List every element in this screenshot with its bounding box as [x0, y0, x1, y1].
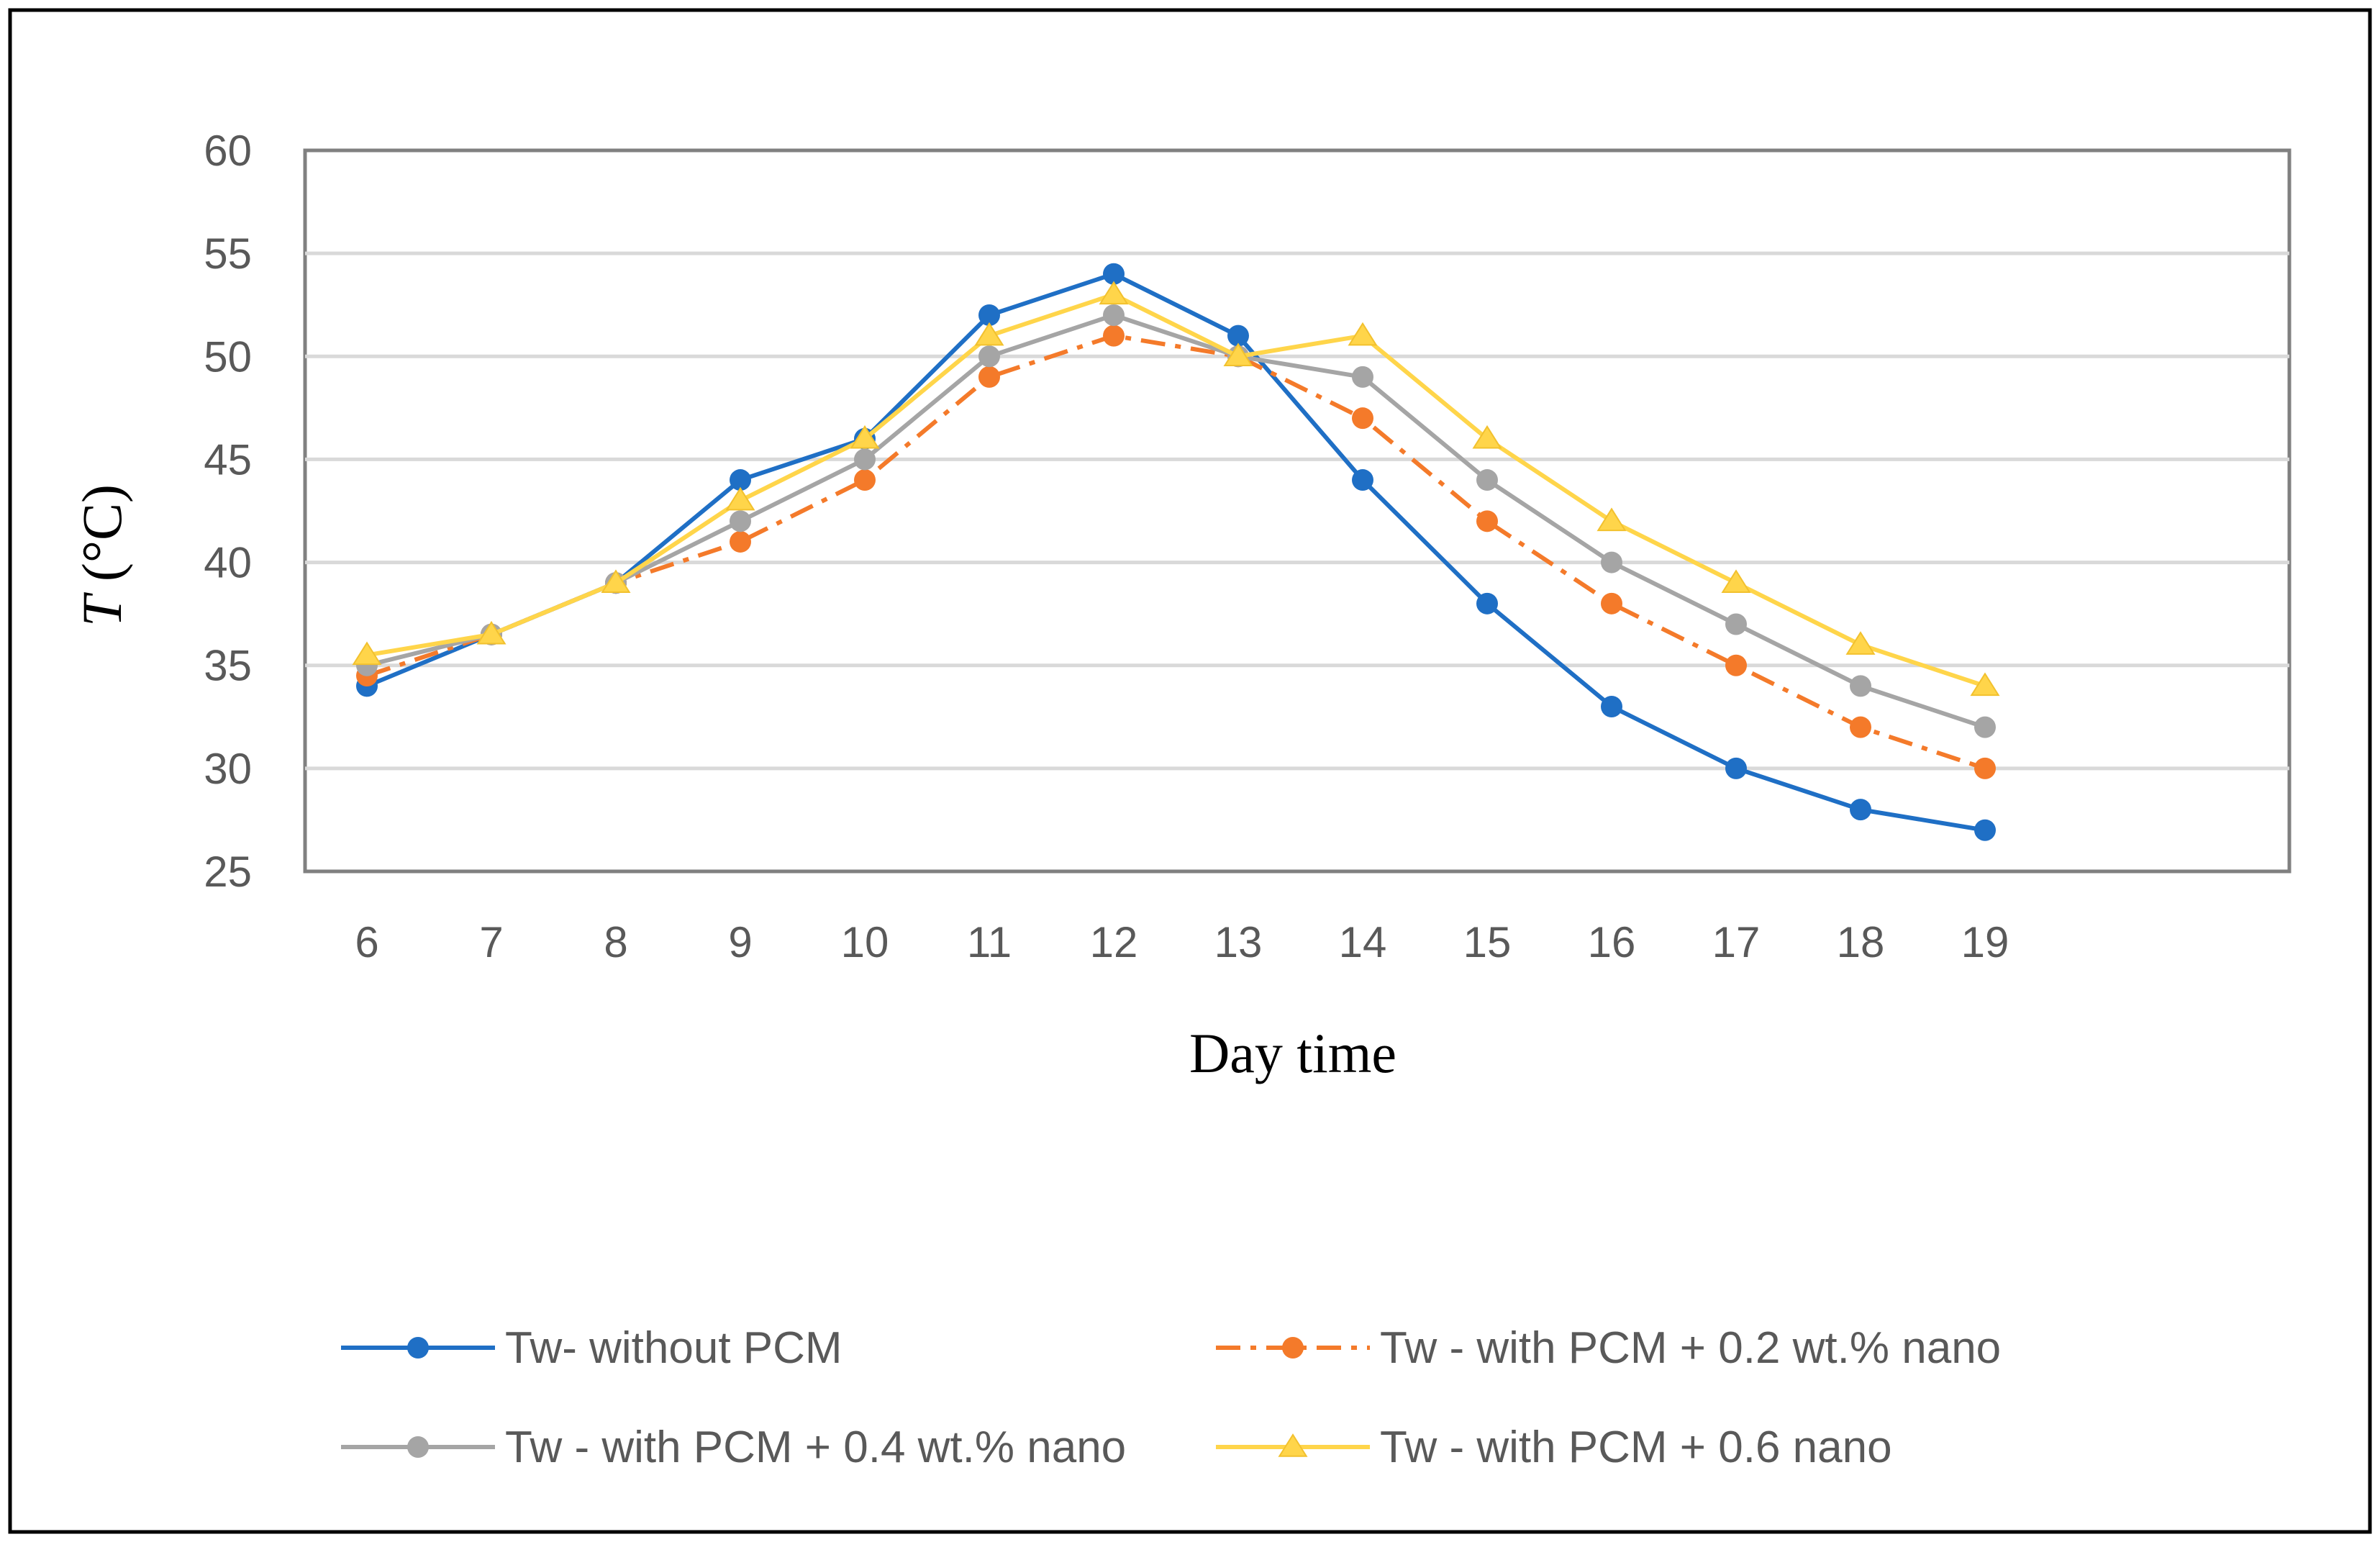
- data-point: [1850, 716, 1871, 738]
- x-tick-label: 18: [1837, 918, 1885, 966]
- plot-area-frame: [303, 148, 2292, 874]
- legend-label: Tw - with PCM + 0.6 nano: [1380, 1423, 1892, 1472]
- data-point: [1352, 366, 1373, 388]
- x-tick-label: 15: [1463, 918, 1512, 966]
- legend-marker: [1282, 1337, 1304, 1359]
- data-point: [1721, 569, 1751, 593]
- x-tick-label: 14: [1339, 918, 1387, 966]
- legend-item: Tw - with PCM + 0.4 wt.% nano: [341, 1423, 1126, 1472]
- series-lines: [352, 263, 2000, 841]
- legend-item: Tw- without PCM: [341, 1323, 842, 1373]
- legend-marker: [407, 1337, 429, 1359]
- data-point: [978, 304, 1000, 327]
- data-point: [1974, 716, 1996, 738]
- x-axis-title: Day time: [1189, 1022, 1396, 1084]
- data-point: [1601, 592, 1622, 614]
- data-point: [1352, 469, 1373, 491]
- data-point: [1725, 757, 1747, 779]
- y-tick-label: 40: [204, 539, 252, 587]
- data-point: [1845, 631, 1876, 655]
- x-tick-label: 11: [967, 918, 1012, 966]
- data-point: [1223, 343, 1253, 367]
- y-axis-title-symbol: T: [71, 592, 133, 627]
- x-tick-label: 13: [1214, 918, 1263, 966]
- y-tick-label: 45: [204, 435, 252, 484]
- legend-label: Tw - with PCM + 0.4 wt.% nano: [505, 1423, 1126, 1472]
- data-point: [1601, 695, 1622, 717]
- y-tick-label: 35: [204, 642, 252, 690]
- series-line: [366, 292, 1986, 689]
- data-point: [730, 510, 751, 532]
- legend-marker: [407, 1436, 429, 1458]
- data-point: [1725, 654, 1747, 676]
- series-line: [366, 333, 1986, 771]
- data-point: [1601, 551, 1622, 573]
- series-line: [365, 271, 1986, 833]
- data-point: [1103, 263, 1125, 285]
- data-point: [1850, 799, 1871, 821]
- series-4: [352, 281, 2000, 697]
- legend-label: Tw- without PCM: [505, 1323, 842, 1373]
- x-tick-label: 10: [841, 918, 889, 966]
- y-axis-title: T (°C): [71, 484, 133, 627]
- data-point: [1974, 757, 1996, 779]
- data-point: [974, 322, 1004, 346]
- data-point: [725, 486, 755, 511]
- x-tick-label: 9: [728, 918, 752, 966]
- figure-border: [8, 8, 2372, 1534]
- data-point: [1227, 325, 1249, 347]
- data-point: [730, 530, 751, 553]
- data-point: [1725, 613, 1747, 635]
- axis-ticks: 25 30 35 40 45 50 55 60 6 7 8 9 10 11 12 13 14 15 16 17 18 19: [204, 127, 2009, 966]
- legend-marker: [1278, 1433, 1308, 1457]
- y-tick-label: 25: [204, 848, 252, 896]
- data-point: [601, 569, 631, 593]
- data-point: [1476, 510, 1498, 532]
- x-tick-label: 16: [1588, 918, 1636, 966]
- gridlines: [305, 251, 2289, 771]
- y-tick-label: 60: [204, 127, 252, 175]
- x-tick-label: 6: [355, 918, 378, 966]
- y-tick-label: 30: [204, 745, 252, 793]
- data-point: [1352, 407, 1373, 430]
- data-point: [1348, 322, 1378, 346]
- data-point: [1476, 592, 1498, 614]
- data-point: [730, 469, 751, 491]
- legend-label: Tw - with PCM + 0.2 wt.% nano: [1380, 1323, 2001, 1373]
- data-point: [854, 448, 876, 471]
- y-tick-label: 50: [204, 332, 252, 381]
- data-point: [1103, 304, 1125, 327]
- data-point: [1970, 672, 2000, 697]
- data-point: [1476, 469, 1498, 491]
- legend-item: Tw - with PCM + 0.2 wt.% nano: [1216, 1323, 2001, 1373]
- x-tick-label: 17: [1712, 918, 1761, 966]
- data-point: [476, 620, 507, 645]
- data-point: [854, 469, 876, 491]
- y-axis-title-unit: (°C): [71, 484, 133, 581]
- x-tick-label: 12: [1090, 918, 1138, 966]
- legend: Tw- without PCM Tw - with PCM + 0.2 wt.% …: [341, 1323, 2001, 1472]
- data-point: [1103, 325, 1125, 347]
- x-tick-label: 7: [479, 918, 503, 966]
- x-tick-label: 8: [604, 918, 627, 966]
- data-point: [1596, 507, 1627, 532]
- y-tick-label: 55: [204, 230, 252, 278]
- data-point: [1099, 281, 1129, 305]
- series-line: [366, 313, 1986, 730]
- x-tick-label: 19: [1961, 918, 2009, 966]
- data-point: [978, 366, 1000, 388]
- data-point: [1850, 675, 1871, 697]
- data-point: [352, 641, 382, 666]
- data-point: [1472, 425, 1502, 449]
- data-point: [850, 425, 880, 449]
- legend-item: Tw - with PCM + 0.6 nano: [1216, 1423, 1892, 1472]
- y-axis-title-unit-space: [71, 581, 133, 596]
- data-point: [978, 345, 1000, 368]
- data-point: [1974, 819, 1996, 841]
